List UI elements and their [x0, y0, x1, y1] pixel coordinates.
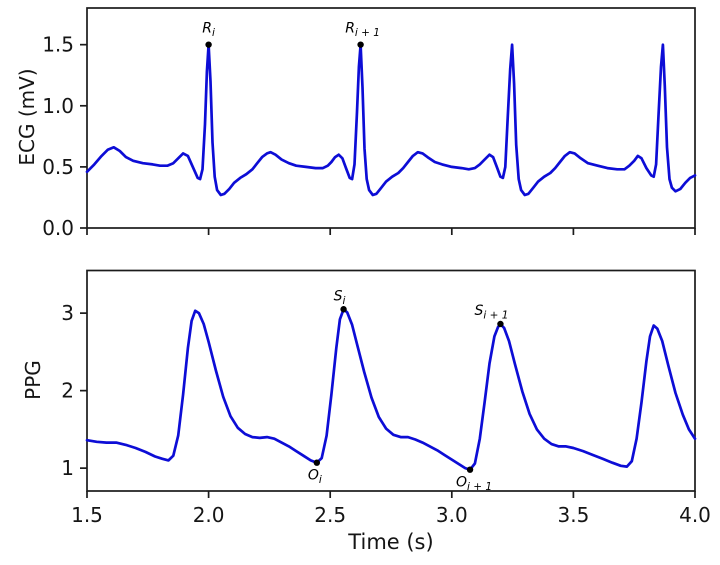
ppg-x-tick-label: 2.0 — [193, 503, 225, 527]
ecg-y-tick-label: 1.5 — [42, 33, 74, 57]
ppg-x-tick-label: 1.5 — [71, 503, 103, 527]
annotation-label-si1: Si + 1 — [474, 303, 508, 322]
ppg-y-tick-label: 1 — [61, 456, 74, 480]
ecg-signal-line — [85, 43, 697, 197]
ecg-y-tick-label: 0.0 — [42, 216, 74, 240]
annotation-marker-dot-si — [340, 306, 347, 313]
ppg-signal-line — [85, 307, 697, 472]
annotation-label-ri1: Ri + 1 — [345, 21, 380, 40]
annotation-marker-dot-oi — [313, 459, 321, 466]
x-axis-label: Time (s) — [348, 530, 434, 554]
ppg-x-tick-label: 2.5 — [314, 503, 346, 527]
annotation-marker-dot-ri1 — [357, 41, 364, 48]
ecg-plot-border — [86, 7, 696, 229]
ecg-y-tick-label: 1.0 — [42, 94, 74, 118]
ppg-y-tick-label: 2 — [61, 379, 74, 403]
annotation-marker-dot-oi1 — [466, 466, 474, 473]
ppg-y-tick-label: 3 — [61, 301, 74, 325]
ppg-x-tick-label: 3.5 — [557, 503, 589, 527]
annotation-marker-dot-si1 — [497, 320, 504, 328]
ppg-y-axis-label: PPG — [21, 360, 45, 400]
annotation-label-oi: Oi — [308, 468, 322, 487]
annotation-marker-dot-ri — [205, 41, 212, 48]
ecg-y-tick-label: 0.5 — [42, 155, 74, 179]
annotation-label-oi1: Oi + 1 — [456, 475, 492, 494]
ppg-x-tick-label: 4.0 — [679, 503, 711, 527]
ppg-x-tick-label: 3.0 — [436, 503, 468, 527]
annotation-label-ri: Ri — [202, 21, 215, 40]
annotation-label-si: Si — [334, 288, 346, 307]
ecg-y-axis-label: ECG (mV) — [15, 68, 39, 166]
